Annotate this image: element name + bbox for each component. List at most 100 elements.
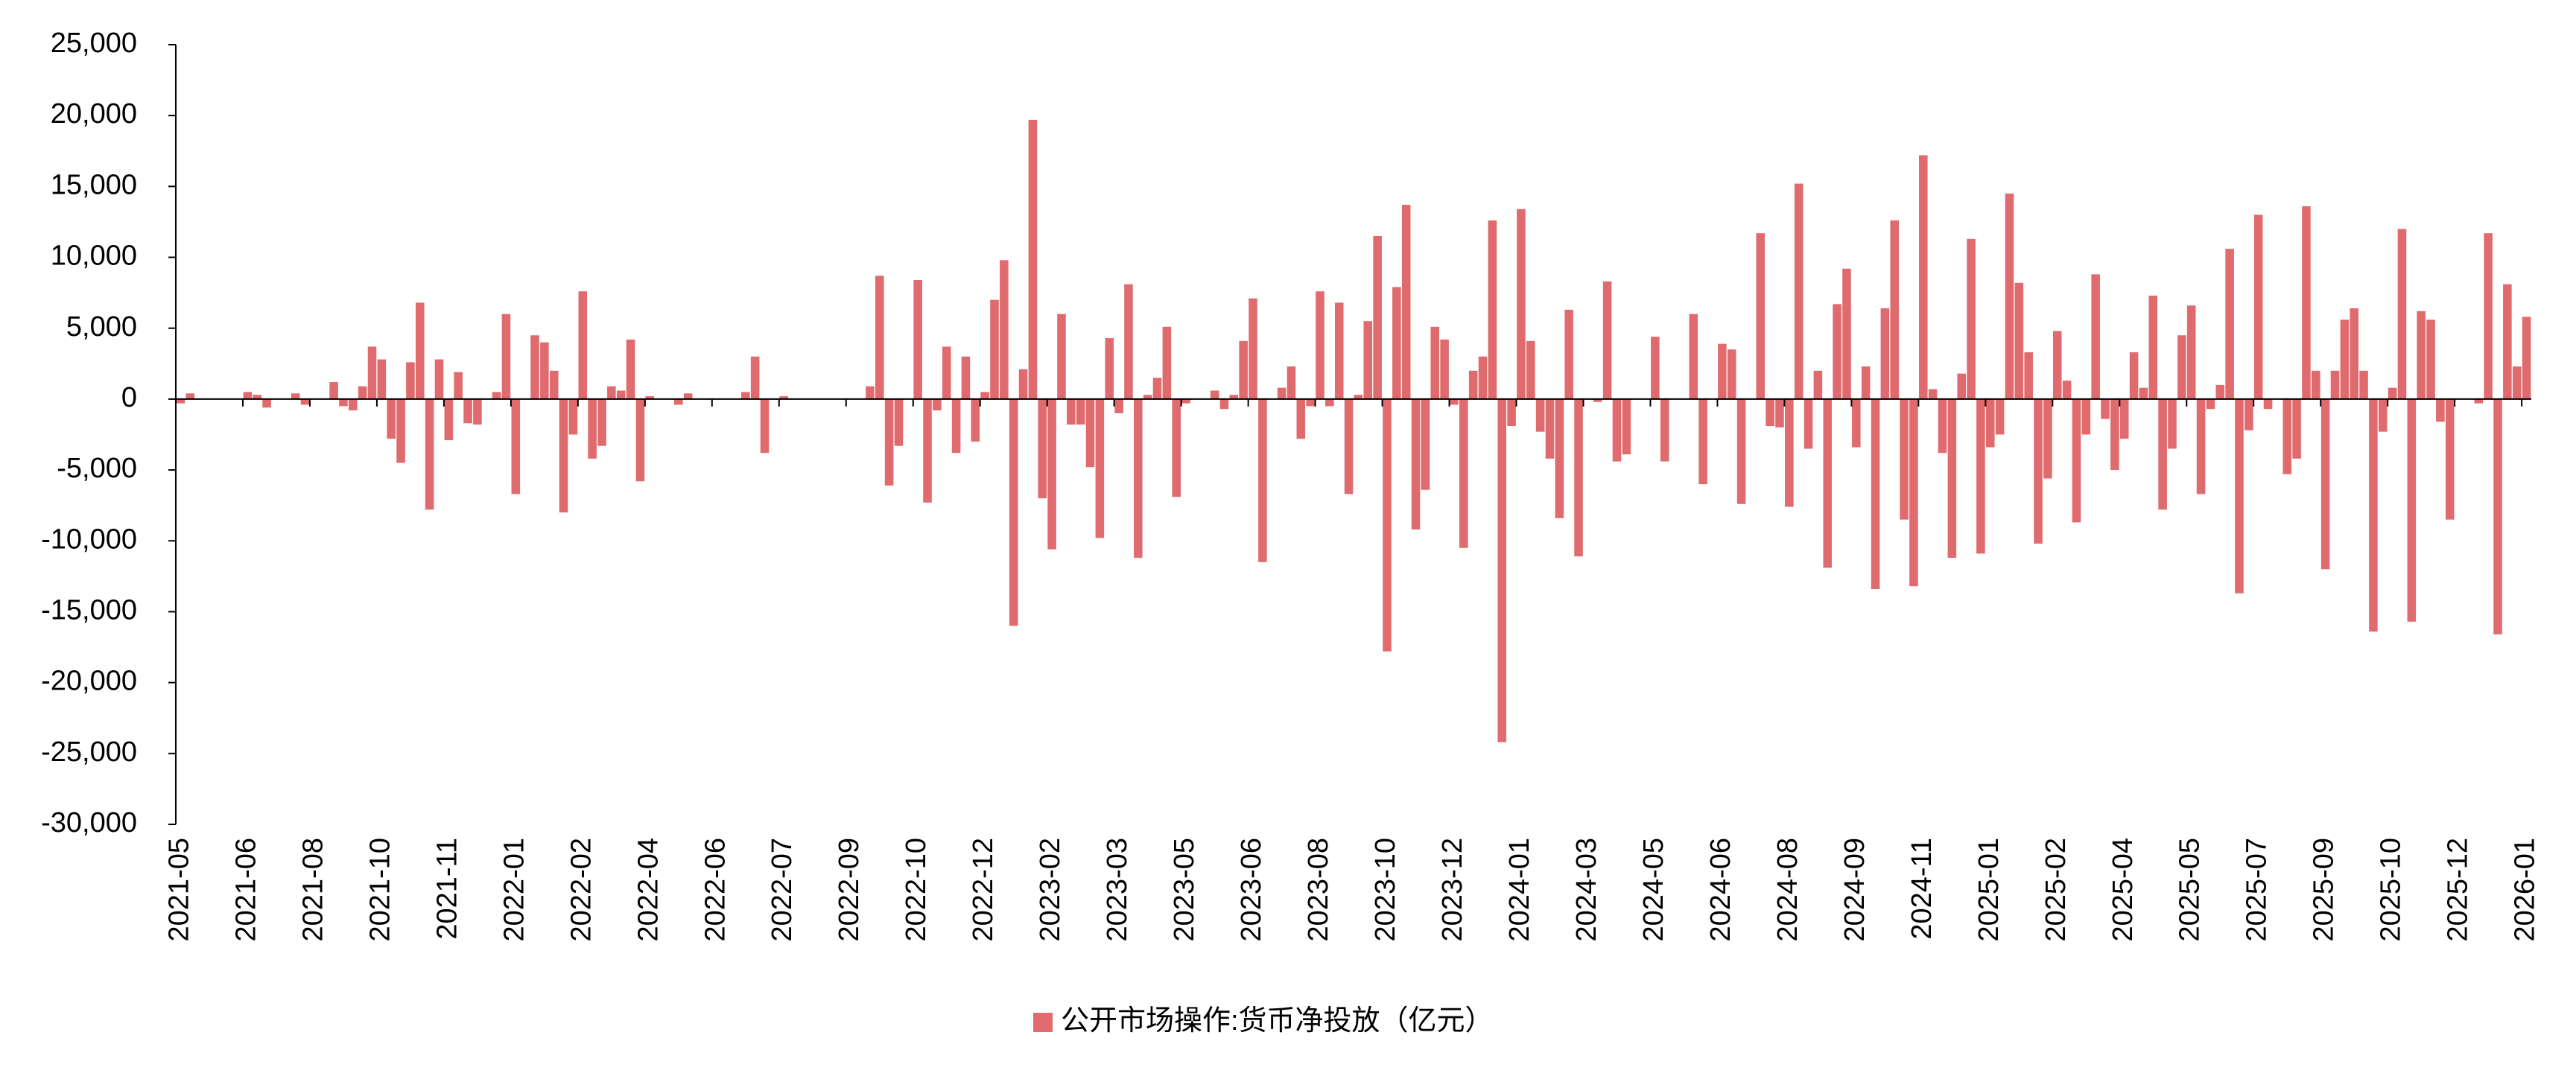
bar <box>1689 314 1698 399</box>
bar <box>1593 398 1602 402</box>
bar <box>1459 398 1468 548</box>
x-tick-label: 2025-02 <box>2040 838 2072 941</box>
bar <box>1363 321 1373 399</box>
bar <box>741 392 750 399</box>
bar <box>2320 398 2330 570</box>
bar <box>2503 284 2512 399</box>
x-tick-label: 2023-03 <box>1102 838 1133 941</box>
legend-label: 公开市场操作:货币净投放（亿元） <box>1061 1005 1494 1037</box>
bar <box>1392 287 1401 399</box>
bar <box>2426 319 2435 399</box>
x-tick-label: 2024-11 <box>1906 838 1938 940</box>
bar <box>578 291 588 399</box>
bar <box>980 392 989 399</box>
bar <box>2359 370 2368 399</box>
bar <box>1076 398 1085 425</box>
bar <box>913 280 922 399</box>
bar <box>1574 398 1583 557</box>
bar <box>540 342 549 399</box>
bar <box>358 386 367 399</box>
bar <box>2330 370 2340 399</box>
x-tick-label: 2021-10 <box>364 838 396 941</box>
y-tick-label: 15,000 <box>51 169 137 200</box>
bar <box>1383 398 1392 652</box>
bar <box>1909 398 1918 587</box>
bar <box>2235 398 2244 593</box>
bar <box>1928 389 1938 399</box>
bar <box>2196 398 2206 494</box>
x-tick-label: 2022-07 <box>767 838 798 941</box>
x-tick-label: 2021-06 <box>230 838 261 941</box>
bar <box>1450 398 1459 405</box>
bar <box>1555 398 1564 518</box>
bar <box>1794 183 1803 399</box>
bar <box>2417 311 2426 399</box>
bar <box>185 393 195 399</box>
bar <box>1411 398 1421 530</box>
bar <box>635 398 645 482</box>
bar <box>1210 390 1219 399</box>
bar <box>1306 398 1315 407</box>
bar <box>2062 381 2072 399</box>
bar <box>1861 366 1871 399</box>
bar <box>425 398 434 510</box>
bar <box>2378 398 2388 432</box>
bar <box>1900 398 1909 520</box>
bar <box>1105 338 1114 399</box>
x-tick-label: 2021-08 <box>297 838 329 941</box>
bar <box>2091 274 2100 399</box>
bar <box>750 356 760 399</box>
bar <box>1440 339 1449 399</box>
bar <box>1890 220 1900 399</box>
y-tick-label: -10,000 <box>41 524 137 555</box>
x-tick-label: 2023-12 <box>1437 838 1468 941</box>
bar <box>1219 398 1229 410</box>
x-tick-label: 2024-09 <box>1839 838 1871 941</box>
bar <box>1478 356 1488 399</box>
x-tick-label: 2022-12 <box>968 838 999 941</box>
x-tick-label: 2025-05 <box>2174 838 2206 941</box>
bar <box>1172 398 1181 497</box>
bar <box>607 386 616 399</box>
bar <box>1698 398 1707 485</box>
bar <box>1756 233 1766 399</box>
bar <box>2206 398 2215 410</box>
bar <box>2119 398 2129 439</box>
y-tick-label: 5,000 <box>66 311 137 343</box>
bar <box>2225 249 2234 399</box>
x-tick-label: 2022-09 <box>834 838 865 941</box>
bar <box>588 398 597 459</box>
x-tick-label: 2024-03 <box>1571 838 1602 941</box>
bar <box>1602 281 1612 399</box>
bar <box>1296 398 1306 439</box>
bar <box>2072 398 2081 523</box>
bar <box>387 398 396 439</box>
bar <box>434 359 444 399</box>
bar <box>1871 398 1880 589</box>
bar <box>2158 398 2167 510</box>
bar <box>2177 335 2186 399</box>
bar <box>1373 235 1382 399</box>
bar <box>559 398 568 513</box>
x-tick-label: 2024-01 <box>1504 838 1535 941</box>
bar <box>2512 366 2522 399</box>
bar <box>645 396 655 399</box>
bar <box>1995 398 2005 435</box>
bar <box>1833 304 1841 399</box>
bar <box>1612 398 1622 462</box>
bar <box>2005 193 2014 399</box>
bar <box>1938 398 1947 454</box>
bar <box>1143 395 1152 399</box>
bar <box>568 398 578 435</box>
bar <box>2369 398 2378 632</box>
bar <box>1430 326 1440 399</box>
bar <box>377 359 387 399</box>
y-tick-label: 10,000 <box>51 241 137 272</box>
bar <box>1823 398 1833 568</box>
bar <box>2474 398 2484 404</box>
bar <box>866 386 875 399</box>
bar <box>1067 398 1076 425</box>
x-tick-label: 2025-12 <box>2443 838 2474 941</box>
bar <box>2282 398 2292 474</box>
bar <box>1766 398 1774 427</box>
